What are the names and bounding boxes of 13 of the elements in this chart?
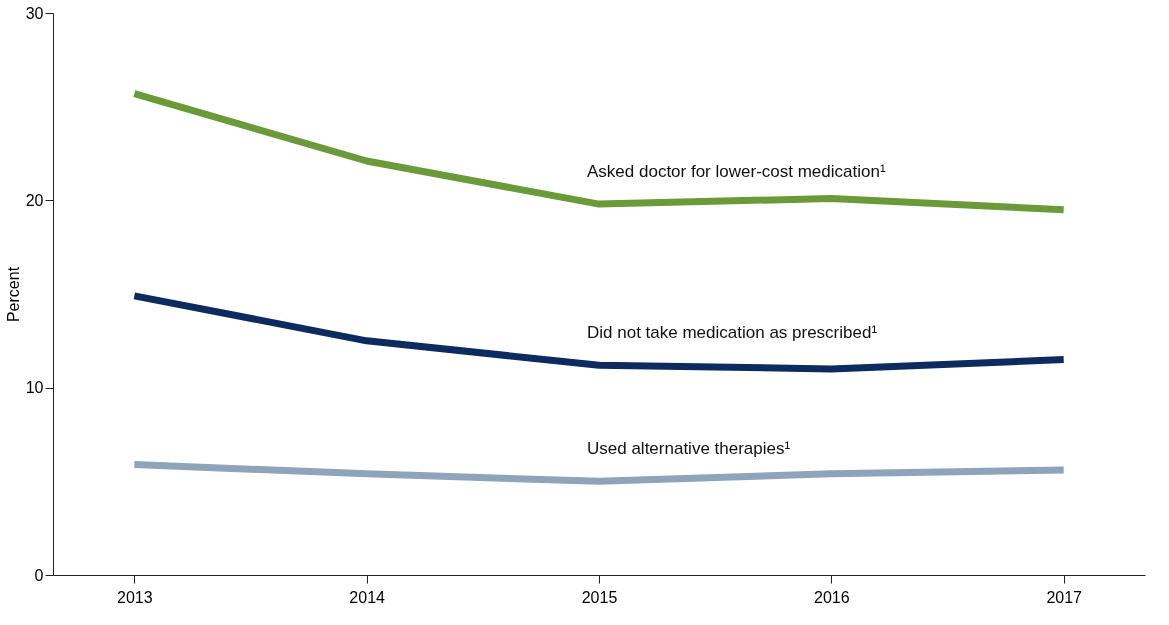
x-tick-label: 2017 xyxy=(1046,588,1083,606)
y-tick-label: 20 xyxy=(25,191,44,209)
x-tick-label: 2014 xyxy=(349,588,386,606)
x-tick-label: 2015 xyxy=(581,588,618,606)
series-label: Used alternative therapies¹ xyxy=(587,439,791,459)
y-tick-label: 0 xyxy=(34,566,44,584)
y-tick-label: 10 xyxy=(25,379,44,397)
y-tick-label: 30 xyxy=(25,4,44,22)
y-axis-title: Percent xyxy=(4,266,22,323)
series-label: Asked doctor for lower-cost medication¹ xyxy=(587,162,886,182)
x-tick-label: 2016 xyxy=(814,588,850,606)
series-label: Did not take medication as prescribed¹ xyxy=(587,323,878,343)
x-tick-label: 2013 xyxy=(117,588,153,606)
